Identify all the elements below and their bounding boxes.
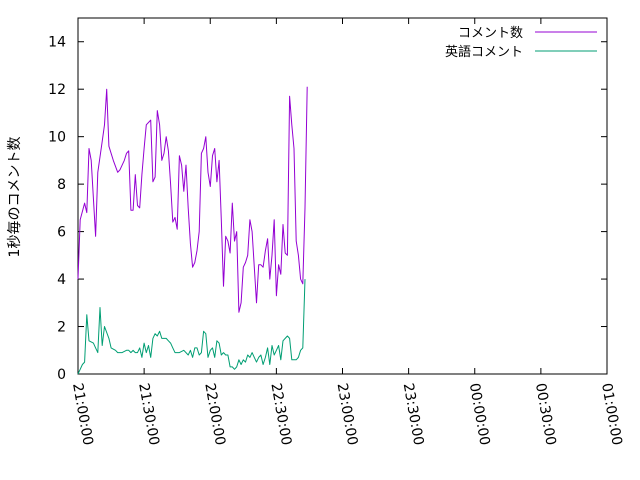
y-axis-ticks: 0 2 4 6 8 10 12 14 [48,35,607,383]
y-tick-label: 8 [57,177,66,193]
y-tick-label: 0 [57,367,66,383]
legend-label: 英語コメント [445,44,523,60]
y-tick-label: 4 [57,272,66,288]
y-tick-label: 2 [57,320,66,336]
series-line-2 [77,279,306,375]
y-tick-label: 14 [48,35,66,51]
data-series [77,86,308,375]
series-line-1 [77,86,308,313]
y-tick-label: 10 [48,130,66,146]
y-axis-label: 1秒毎のコメント数 [7,137,23,258]
y-tick-label: 12 [48,82,66,98]
y-tick-label: 6 [57,225,66,241]
legend-label: コメント数 [458,26,523,41]
